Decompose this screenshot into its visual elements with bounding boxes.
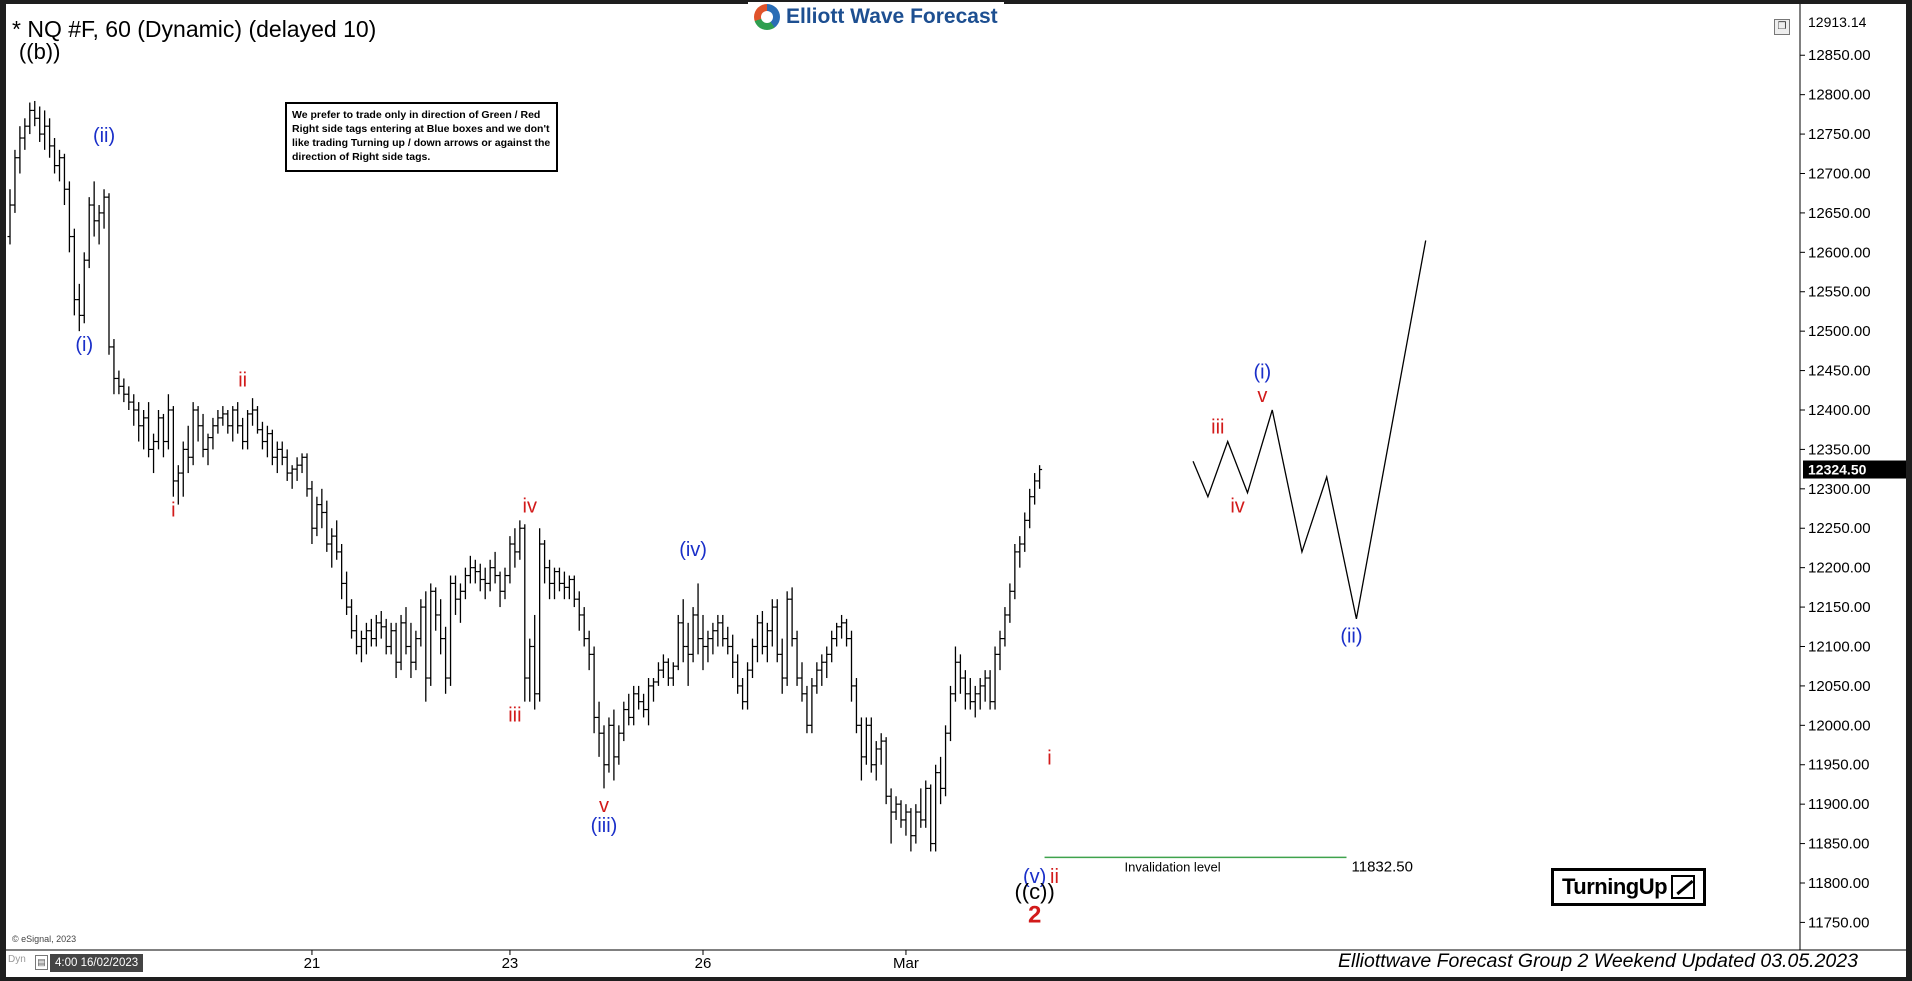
price-tick-label: 12100.00: [1808, 638, 1871, 655]
invalidation-value-label: 11832.50: [1352, 858, 1413, 875]
brand-logo: Elliott Wave Forecast: [748, 2, 1004, 32]
crosshair-time-chip: 4:00 16/02/2023: [50, 954, 144, 972]
price-tick-label: 12050.00: [1808, 678, 1871, 695]
price-tick-label: 12300.00: [1808, 481, 1871, 498]
wave-label: (v): [1023, 866, 1046, 888]
price-tick-label: 12150.00: [1808, 599, 1871, 616]
price-tick-label: 12550.00: [1808, 284, 1871, 301]
wave-label: ii: [1050, 866, 1059, 888]
wave-label: i: [1047, 748, 1051, 770]
wave-label: (ii): [1340, 626, 1362, 648]
wave-label: (iv): [679, 539, 707, 561]
price-tick-label: 12500.00: [1808, 323, 1871, 340]
price-tick-label: 11950.00: [1808, 757, 1869, 774]
turning-up-badge: TurningUp: [1551, 868, 1706, 906]
wave-label: (iii): [591, 815, 618, 837]
footer-update-text: Elliottwave Forecast Group 2 Weekend Upd…: [1338, 950, 1858, 972]
projection-path: [1192, 240, 1427, 620]
invalidation-label: Invalidation level: [1125, 859, 1221, 874]
price-tick-label: 12000.00: [1808, 717, 1871, 734]
wave-label: 2: [1028, 901, 1041, 928]
time-tick-label: 26: [695, 955, 712, 972]
wave-label: iii: [1211, 417, 1224, 439]
time-tick-label: Mar: [893, 955, 919, 972]
price-tick-label: 12800.00: [1808, 87, 1871, 104]
price-top-label: 12913.14: [1808, 14, 1867, 30]
current-price-label: 12324.50: [1808, 462, 1867, 478]
calendar-icon[interactable]: ▤: [35, 955, 48, 970]
wave-label: (i): [1253, 361, 1271, 383]
wave-label: iv: [1230, 495, 1244, 517]
copyright-text: © eSignal, 2023: [12, 934, 77, 944]
price-tick-label: 12600.00: [1808, 244, 1871, 261]
price-tick-label: 12750.00: [1808, 126, 1871, 143]
time-tick-label: 23: [502, 955, 519, 972]
price-tick-label: 12200.00: [1808, 560, 1871, 577]
price-tick-label: 12350.00: [1808, 441, 1871, 458]
price-tick-label: 11900.00: [1808, 796, 1869, 813]
price-tick-label: 12700.00: [1808, 165, 1871, 182]
time-tick-label: 21: [304, 955, 321, 972]
restore-window-icon[interactable]: ❐: [1774, 19, 1790, 35]
price-tick-label: 12850.00: [1808, 47, 1871, 64]
wave-label: ((b)): [19, 39, 61, 64]
wave-label: ii: [238, 369, 247, 391]
wave-label: i: [171, 499, 175, 521]
brand-logo-icon: [754, 4, 780, 30]
trading-note-box: We prefer to trade only in direction of …: [285, 102, 558, 172]
price-tick-label: 12400.00: [1808, 402, 1871, 419]
price-tick-label: 12450.00: [1808, 363, 1871, 380]
wave-label: v: [1257, 385, 1267, 407]
price-tick-label: 11800.00: [1808, 875, 1869, 892]
wave-label: iii: [508, 704, 521, 726]
current-price-tag: [1803, 460, 1907, 479]
turning-up-label: TurningUp: [1561, 874, 1668, 899]
brand-logo-text: Elliott Wave Forecast: [786, 5, 998, 28]
dynamic-label: Dyn: [8, 954, 26, 965]
wave-label: ((c)): [1014, 879, 1054, 904]
price-tick-label: 11750.00: [1808, 914, 1869, 931]
price-tick-label: 12650.00: [1808, 205, 1871, 222]
price-tick-label: 11850.00: [1808, 836, 1869, 853]
symbol-title: * NQ #F, 60 (Dynamic) (delayed 10): [12, 16, 377, 42]
wave-label: (i): [75, 334, 93, 356]
arrow-up-right-icon: [1671, 875, 1696, 899]
wave-label: (ii): [93, 125, 115, 147]
wave-label: v: [599, 795, 609, 817]
wave-label: iv: [523, 495, 537, 517]
plot-area[interactable]: [6, 4, 1800, 950]
price-tick-label: 12250.00: [1808, 520, 1871, 537]
